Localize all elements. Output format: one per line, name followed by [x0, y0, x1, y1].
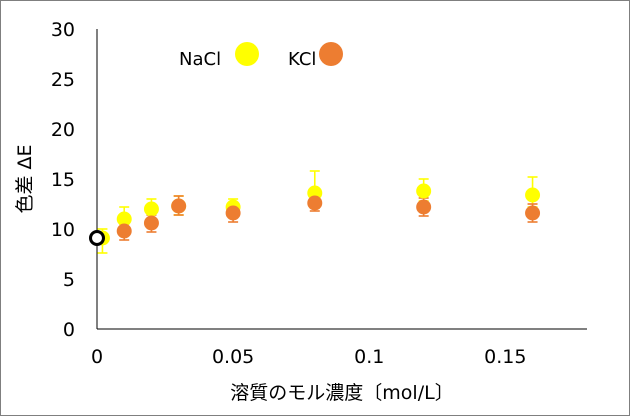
point-nacl [116, 211, 132, 227]
x-tick-label: 0.05 [212, 346, 254, 368]
point-kcl [525, 205, 541, 221]
point-nacl [525, 187, 541, 203]
point-kcl [225, 205, 241, 221]
y-tick-labels: 0 5 10 15 20 25 30 [51, 19, 75, 341]
y-tick-label: 25 [51, 69, 75, 91]
legend-label: KCl [288, 49, 316, 70]
legend: NaCl KCl [179, 42, 343, 70]
legend-marker [235, 42, 259, 66]
x-tick-label: 0 [91, 346, 103, 368]
x-tick-label: 0.1 [354, 346, 384, 368]
point-kcl [143, 215, 159, 231]
x-axis-title: 溶質のモル濃度〔mol/L〕 [230, 382, 453, 404]
point-kcl [416, 199, 432, 215]
y-tick-label: 0 [63, 319, 75, 341]
point-kcl [171, 198, 187, 214]
x-tick-label: 0.15 [484, 346, 526, 368]
error-bars [97, 170, 538, 254]
baseline-point [89, 230, 105, 246]
legend-item-nacl: NaCl [179, 42, 259, 70]
y-tick-label: 30 [51, 19, 75, 41]
legend-label: NaCl [179, 49, 221, 70]
point-nacl [416, 183, 432, 199]
y-tick-label: 5 [63, 269, 75, 291]
point-kcl [116, 223, 132, 239]
y-tick-label: 20 [51, 119, 75, 141]
point-kcl [307, 195, 323, 211]
y-axis-title: 色差 ΔE [14, 144, 36, 213]
axes [96, 29, 587, 330]
x-tick-labels: 0 0.05 0.1 0.15 [91, 346, 527, 368]
legend-marker [319, 42, 343, 66]
y-tick-label: 15 [51, 169, 75, 191]
data-points [89, 183, 541, 246]
point-nacl [143, 201, 159, 217]
legend-item-kcl: KCl [288, 42, 343, 70]
y-tick-label: 10 [51, 219, 75, 241]
